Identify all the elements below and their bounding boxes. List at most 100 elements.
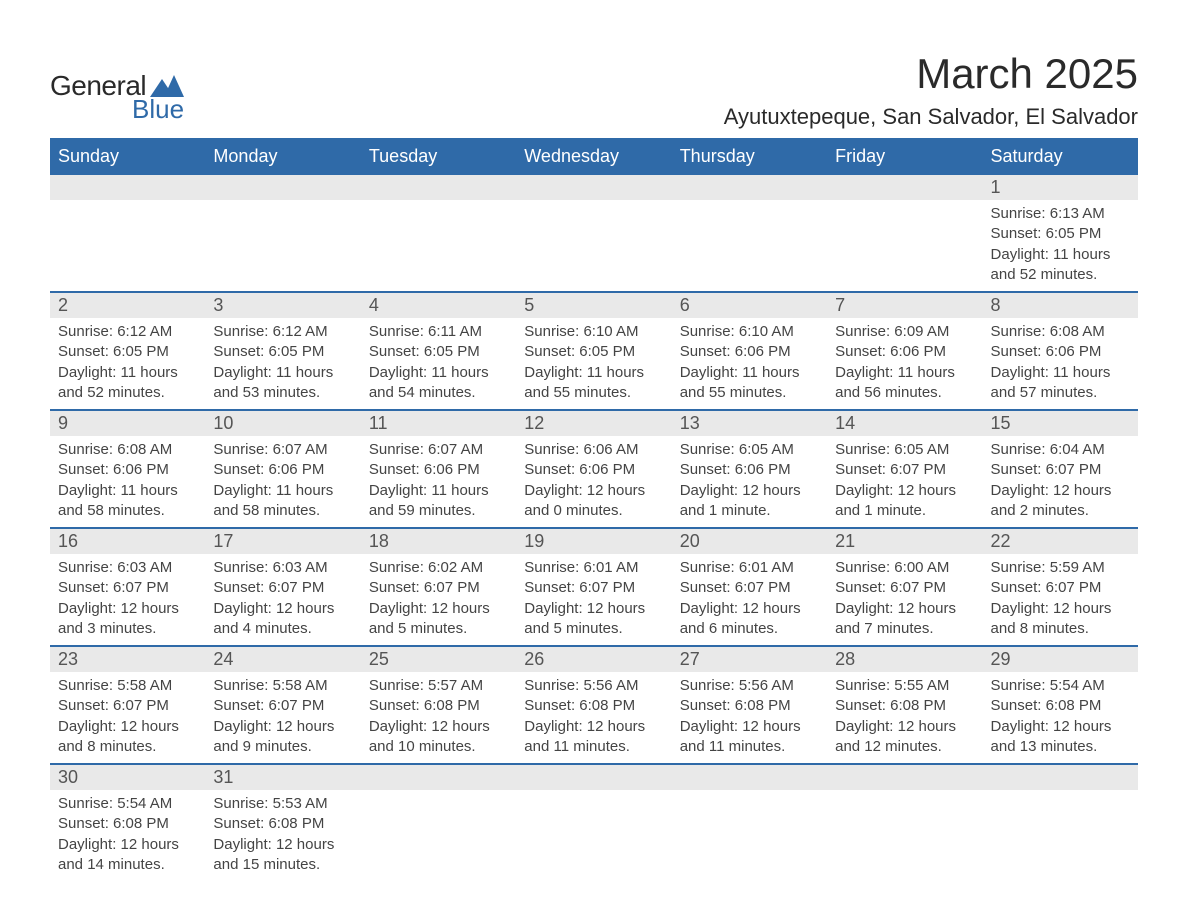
day-detail-cell: Sunrise: 5:58 AMSunset: 6:07 PMDaylight:…: [50, 672, 205, 764]
day-number-cell: 21: [827, 528, 982, 554]
day-detail-cell: Sunrise: 5:53 AMSunset: 6:08 PMDaylight:…: [205, 790, 360, 881]
day-number-cell: 12: [516, 410, 671, 436]
day-number: 20: [680, 531, 700, 551]
sunrise-text: Sunrise: 6:05 AM: [835, 440, 974, 460]
sunrise-text: Sunrise: 6:13 AM: [991, 204, 1130, 224]
day-detail-cell: Sunrise: 6:07 AMSunset: 6:06 PMDaylight:…: [205, 436, 360, 528]
day-detail-cell: Sunrise: 6:05 AMSunset: 6:06 PMDaylight:…: [672, 436, 827, 528]
day-number-cell: 19: [516, 528, 671, 554]
sunrise-text: Sunrise: 5:55 AM: [835, 676, 974, 696]
details-row: Sunrise: 6:12 AM Sunset: 6:05 PM Daylight:…: [50, 318, 1138, 410]
day-number: 9: [58, 413, 68, 433]
sunrise-text: Sunrise: 6:12 AM: [213, 322, 352, 342]
day-detail-cell: Sunrise: 6:12 AMSunset: 6:05 PMDaylight:…: [50, 318, 205, 410]
daylight-text: Daylight: 12 hours and 12 minutes.: [835, 717, 974, 758]
day-number-cell: 28: [827, 646, 982, 672]
sunrise-text: Sunrise: 6:02 AM: [369, 558, 508, 578]
weekday-header: Thursday: [672, 139, 827, 174]
day-detail-cell: Sunrise: 6:11 AMSunset: 6:05 PMDaylight:…: [361, 318, 516, 410]
day-detail-cell: Sunrise: 6:10 AMSunset: 6:05 PMDaylight:…: [516, 318, 671, 410]
weekday-header: Wednesday: [516, 139, 671, 174]
daylight-text: Daylight: 11 hours and 56 minutes.: [835, 363, 974, 404]
sunset-text: Sunset: 6:07 PM: [58, 578, 197, 598]
daylight-text: Daylight: 12 hours and 14 minutes.: [58, 835, 197, 876]
day-number-cell: 24: [205, 646, 360, 672]
sunset-text: Sunset: 6:08 PM: [369, 696, 508, 716]
day-detail-cell: [983, 790, 1138, 881]
sunset-text: Sunset: 6:06 PM: [680, 342, 819, 362]
sunset-text: Sunset: 6:05 PM: [58, 342, 197, 362]
brand-blue-text: Blue: [132, 94, 184, 125]
sunrise-text: Sunrise: 6:01 AM: [524, 558, 663, 578]
day-number: 1: [991, 177, 1001, 197]
day-number-cell: [827, 764, 982, 790]
daylight-text: Daylight: 11 hours and 58 minutes.: [58, 481, 197, 522]
day-number: 18: [369, 531, 389, 551]
sunrise-text: Sunrise: 6:07 AM: [213, 440, 352, 460]
day-detail-cell: Sunrise: 6:04 AMSunset: 6:07 PMDaylight:…: [983, 436, 1138, 528]
weekday-header: Monday: [205, 139, 360, 174]
day-number: 7: [835, 295, 845, 315]
daynum-row: 3031: [50, 764, 1138, 790]
day-number: 16: [58, 531, 78, 551]
day-detail-cell: [827, 200, 982, 292]
weekday-header: Tuesday: [361, 139, 516, 174]
day-detail-cell: Sunrise: 6:03 AMSunset: 6:07 PMDaylight:…: [50, 554, 205, 646]
sunrise-text: Sunrise: 6:01 AM: [680, 558, 819, 578]
day-number: 23: [58, 649, 78, 669]
day-detail-cell: Sunrise: 6:13 AMSunset: 6:05 PMDaylight:…: [983, 200, 1138, 292]
day-number: 26: [524, 649, 544, 669]
daylight-text: Daylight: 12 hours and 5 minutes.: [369, 599, 508, 640]
day-number: 21: [835, 531, 855, 551]
page-title: March 2025: [724, 50, 1138, 98]
daylight-text: Daylight: 12 hours and 1 minute.: [835, 481, 974, 522]
day-number-cell: [50, 174, 205, 200]
sunrise-text: Sunrise: 6:00 AM: [835, 558, 974, 578]
sunset-text: Sunset: 6:08 PM: [991, 696, 1130, 716]
daylight-text: Daylight: 12 hours and 13 minutes.: [991, 717, 1130, 758]
daylight-text: Daylight: 12 hours and 0 minutes.: [524, 481, 663, 522]
sunset-text: Sunset: 6:06 PM: [835, 342, 974, 362]
day-number-cell: 29: [983, 646, 1138, 672]
sunrise-text: Sunrise: 6:11 AM: [369, 322, 508, 342]
sunset-text: Sunset: 6:07 PM: [835, 578, 974, 598]
day-detail-cell: [827, 790, 982, 881]
daylight-text: Daylight: 11 hours and 55 minutes.: [680, 363, 819, 404]
sunset-text: Sunset: 6:06 PM: [991, 342, 1130, 362]
day-number: 30: [58, 767, 78, 787]
day-number-cell: [672, 764, 827, 790]
sunrise-text: Sunrise: 5:57 AM: [369, 676, 508, 696]
day-number-cell: 20: [672, 528, 827, 554]
day-number: 22: [991, 531, 1011, 551]
day-number-cell: 3: [205, 292, 360, 318]
sunrise-text: Sunrise: 6:03 AM: [58, 558, 197, 578]
day-number: 10: [213, 413, 233, 433]
sunset-text: Sunset: 6:06 PM: [369, 460, 508, 480]
day-number-cell: 1: [983, 174, 1138, 200]
day-number-cell: 2: [50, 292, 205, 318]
details-row: Sunrise: 6:03 AMSunset: 6:07 PMDaylight:…: [50, 554, 1138, 646]
sunset-text: Sunset: 6:06 PM: [213, 460, 352, 480]
day-detail-cell: Sunrise: 6:06 AMSunset: 6:06 PMDaylight:…: [516, 436, 671, 528]
day-detail-cell: Sunrise: 6:08 AMSunset: 6:06 PMDaylight:…: [50, 436, 205, 528]
sunrise-text: Sunrise: 6:09 AM: [835, 322, 974, 342]
daynum-row: 2345678: [50, 292, 1138, 318]
day-number-cell: 9: [50, 410, 205, 436]
day-number-cell: 22: [983, 528, 1138, 554]
daylight-text: Daylight: 12 hours and 11 minutes.: [680, 717, 819, 758]
day-number: 6: [680, 295, 690, 315]
day-number: 19: [524, 531, 544, 551]
title-block: March 2025 Ayutuxtepeque, San Salvador, …: [724, 50, 1138, 130]
day-number: 15: [991, 413, 1011, 433]
daylight-text: Daylight: 12 hours and 11 minutes.: [524, 717, 663, 758]
sunrise-text: Sunrise: 5:59 AM: [991, 558, 1130, 578]
day-detail-cell: [672, 200, 827, 292]
weekday-header: Saturday: [983, 139, 1138, 174]
day-detail-cell: Sunrise: 6:01 AMSunset: 6:07 PMDaylight:…: [516, 554, 671, 646]
day-number-cell: 8: [983, 292, 1138, 318]
day-number-cell: 10: [205, 410, 360, 436]
day-number: 8: [991, 295, 1001, 315]
sunrise-text: Sunrise: 6:10 AM: [680, 322, 819, 342]
day-number: 25: [369, 649, 389, 669]
sunset-text: Sunset: 6:08 PM: [835, 696, 974, 716]
